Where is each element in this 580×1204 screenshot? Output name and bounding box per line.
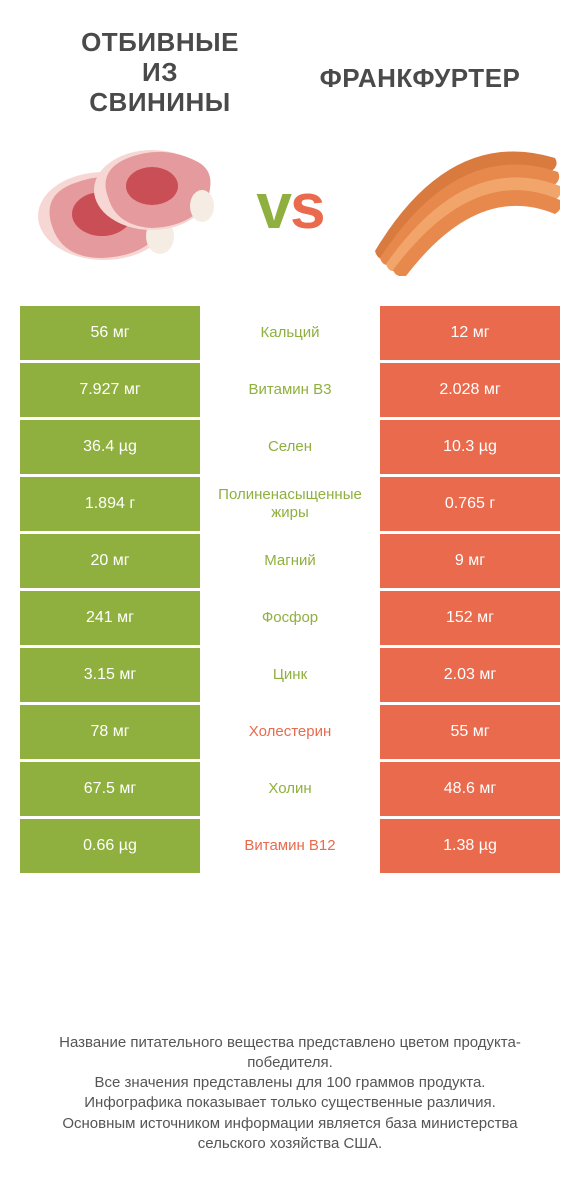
- value-right: 2.03 мг: [380, 648, 560, 702]
- frankfurter-icon: [360, 136, 560, 276]
- value-right: 48.6 мг: [380, 762, 560, 816]
- table-row: 78 мгХолестерин55 мг: [20, 705, 560, 759]
- value-right: 12 мг: [380, 306, 560, 360]
- pork-chop-icon: [20, 136, 220, 276]
- footer-line: Название питательного вещества представл…: [30, 1033, 550, 1074]
- value-left: 56 мг: [20, 306, 200, 360]
- value-right: 1.38 µg: [380, 819, 560, 873]
- value-right: 2.028 мг: [380, 363, 560, 417]
- footer-line: Основным источником информации является …: [30, 1114, 550, 1155]
- title-left-line: ИЗ: [40, 58, 280, 88]
- footer-line: Инфографика показывает только существенн…: [30, 1093, 550, 1113]
- value-right: 9 мг: [380, 534, 560, 588]
- value-right: 152 мг: [380, 591, 560, 645]
- header: ОТБИВНЫЕИЗСВИНИНЫ ФРАНКФУРТЕР: [0, 0, 580, 118]
- footer-notes: Название питательного вещества представл…: [0, 1033, 580, 1155]
- table-row: 20 мгМагний9 мг: [20, 534, 560, 588]
- value-right: 0.765 г: [380, 477, 560, 531]
- nutrient-label: Кальций: [200, 306, 380, 360]
- nutrient-label: Витамин B3: [200, 363, 380, 417]
- table-row: 56 мгКальций12 мг: [20, 306, 560, 360]
- value-left: 36.4 µg: [20, 420, 200, 474]
- value-right: 10.3 µg: [380, 420, 560, 474]
- value-left: 78 мг: [20, 705, 200, 759]
- value-left: 241 мг: [20, 591, 200, 645]
- value-left: 3.15 мг: [20, 648, 200, 702]
- table-row: 0.66 µgВитамин B121.38 µg: [20, 819, 560, 873]
- value-left: 20 мг: [20, 534, 200, 588]
- visual-row: vs: [0, 118, 580, 306]
- nutrient-label: Холин: [200, 762, 380, 816]
- table-row: 7.927 мгВитамин B32.028 мг: [20, 363, 560, 417]
- value-left: 7.927 мг: [20, 363, 200, 417]
- nutrient-label: Магний: [200, 534, 380, 588]
- table-row: 241 мгФосфор152 мг: [20, 591, 560, 645]
- title-left-line: ОТБИВНЫЕ: [40, 28, 280, 58]
- vs-label: vs: [256, 169, 323, 243]
- value-left: 0.66 µg: [20, 819, 200, 873]
- nutrient-label: Полиненасыщенные жиры: [200, 477, 380, 531]
- nutrient-label: Холестерин: [200, 705, 380, 759]
- table-row: 36.4 µgСелен10.3 µg: [20, 420, 560, 474]
- nutrient-label: Витамин B12: [200, 819, 380, 873]
- table-row: 1.894 гПолиненасыщенные жиры0.765 г: [20, 477, 560, 531]
- table-row: 67.5 мгХолин48.6 мг: [20, 762, 560, 816]
- value-right: 55 мг: [380, 705, 560, 759]
- value-left: 67.5 мг: [20, 762, 200, 816]
- title-left-line: СВИНИНЫ: [40, 88, 280, 118]
- nutrient-label: Селен: [200, 420, 380, 474]
- title-left: ОТБИВНЫЕИЗСВИНИНЫ: [40, 28, 280, 118]
- table-row: 3.15 мгЦинк2.03 мг: [20, 648, 560, 702]
- nutrient-label: Цинк: [200, 648, 380, 702]
- comparison-table: 56 мгКальций12 мг7.927 мгВитамин B32.028…: [20, 306, 560, 873]
- value-left: 1.894 г: [20, 477, 200, 531]
- nutrient-label: Фосфор: [200, 591, 380, 645]
- title-right: ФРАНКФУРТЕР: [300, 64, 540, 94]
- footer-line: Все значения представлены для 100 граммо…: [30, 1073, 550, 1093]
